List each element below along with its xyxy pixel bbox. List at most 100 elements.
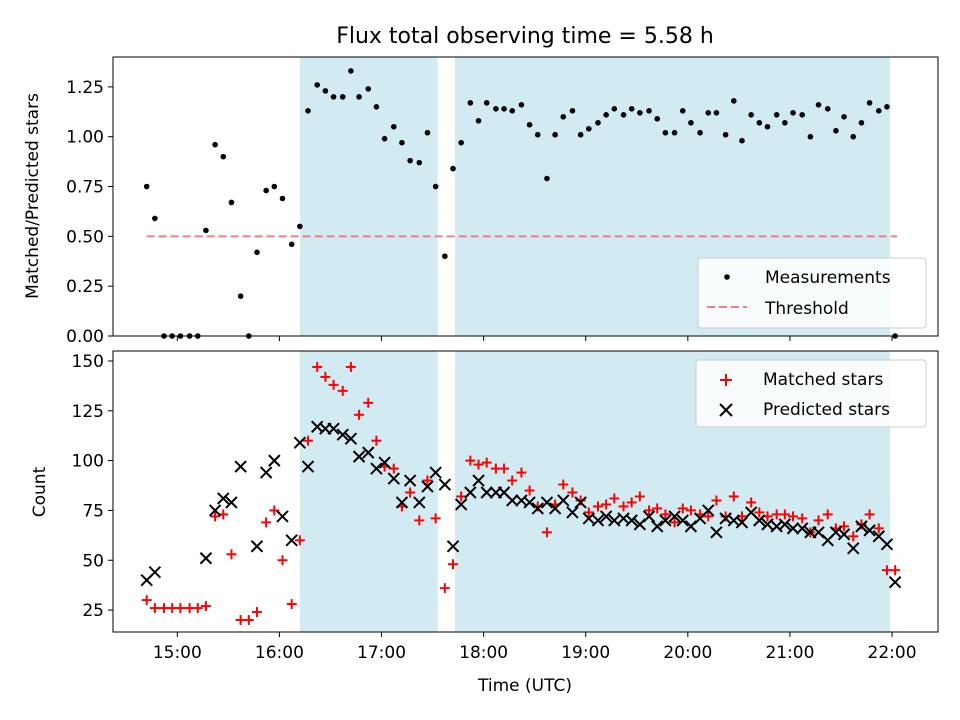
measurement-point [442,253,448,260]
measurement-point [322,88,329,94]
top-shaded-band-0 [299,57,438,336]
predicted-star-point [531,502,544,515]
measurement-point [271,183,278,190]
matched-star-point [813,515,824,526]
top-legend: Measurements Threshold [697,257,927,329]
xtick-label: 20:00 [663,643,712,663]
predicted-star-point [735,516,749,529]
matched-star-point [618,501,629,512]
predicted-star-point [387,472,400,485]
predicted-star-point [880,538,894,551]
predicted-star-point [863,524,876,537]
matched-star-point [507,475,518,486]
measurement-point [237,293,244,299]
top-legend-frame [697,257,927,329]
legend-measurements-label: Measurements [765,268,891,288]
matched-star-point [200,601,211,612]
measurement-point [628,106,635,112]
matched-star-point [456,491,467,502]
predicted-star-point [702,504,715,517]
predicted-star-point [438,478,452,491]
matched-star-point [677,503,688,514]
bottom-yticks: 25 50 75 100 125 150 [72,352,113,621]
bottom-legend-frame [695,359,927,428]
measurement-point [365,86,372,92]
matched-star-point [652,503,663,514]
matched-star-point [779,509,790,520]
measurement-point [833,127,839,134]
measurement-point [577,131,584,138]
predicted-star-point [668,510,681,523]
predicted-star-point [472,474,485,487]
measurement-point [713,110,720,116]
matched-star-point [320,371,331,382]
matched-star-point [669,517,680,528]
measurement-point [544,175,550,182]
measurement-point [399,139,405,146]
measurement-point [866,100,873,106]
legend-matched-label: Matched stars [763,370,883,390]
predicted-star-point [847,542,860,555]
matched-star-point [873,523,884,534]
matched-star-point [363,397,374,408]
measurement-point [756,119,763,126]
measurement-point [228,199,235,206]
matched-star-point [243,615,254,626]
predicted-star-point [301,460,315,473]
predicted-star-point [446,540,460,553]
matched-star-point [261,517,272,528]
predicted-star-point [795,522,809,535]
matched-star-point [149,603,160,614]
top-ytick-label: 1.25 [66,78,104,98]
matched-star-point [473,459,484,470]
matched-star-point [345,361,356,372]
measurement-point [483,100,490,106]
predicted-star-point [362,446,375,459]
bottom-shaded-band-0 [299,351,438,632]
matched-star-point [703,511,714,522]
matched-star-point [354,409,365,420]
matched-star-point [388,463,399,474]
measurement-point [739,137,745,144]
chart-title: Flux total observing time = 5.58 h [336,24,714,49]
matched-star-point [481,457,492,468]
predicted-star-point [582,512,596,525]
top-points-layer [143,68,898,339]
predicted-star-point [370,462,383,475]
xtick-label: 16:00 [255,643,304,663]
xtick-label: 18:00 [459,643,508,663]
measurement-point [671,129,678,136]
measurement-point [501,106,507,112]
measurement-point [518,102,525,108]
matched-star-point [609,493,620,504]
predicted-star-point [344,432,358,445]
matched-star-point [405,487,416,498]
xtick-label: 17:00 [357,643,406,663]
matched-star-point [414,515,425,526]
matched-star-point [583,507,594,518]
bottom-ytick-label: 25 [82,601,104,621]
measurement-point [569,108,576,114]
measurement-point [475,117,482,124]
measurement-point [807,133,814,140]
predicted-star-point [234,460,247,473]
matched-star-point [601,499,612,510]
predicted-star-point [888,575,902,589]
xtick-label: 19:00 [561,643,610,663]
measurement-point [407,157,413,164]
measurement-point [722,131,729,138]
top-xticks [176,336,893,341]
bottom-xlabel: Time (UTC) [477,676,572,696]
matched-star-point [422,475,433,486]
top-ylabel: Matched/Predicted stars [23,93,43,299]
measurement-point [152,215,158,222]
measurement-point [288,241,295,248]
predicted-star-point [293,436,307,449]
predicted-star-point [464,486,477,499]
measurement-point [305,108,311,114]
predicted-star-point [710,526,723,539]
measurement-point [390,123,397,130]
matched-star-point [430,513,441,524]
measurement-point [526,121,533,128]
